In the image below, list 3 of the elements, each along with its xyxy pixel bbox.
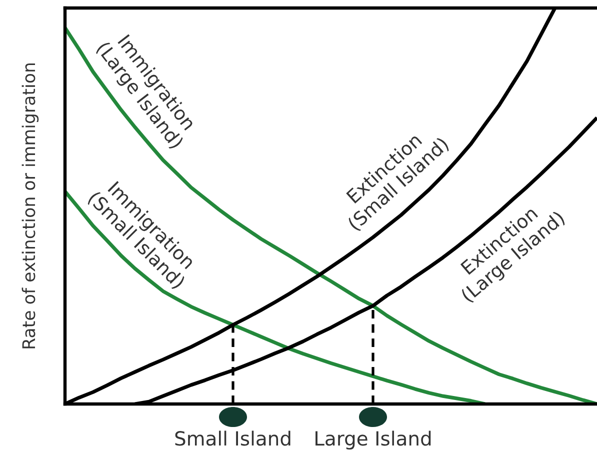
y-axis-title: Rate of extinction or immigration	[22, 63, 39, 348]
x-tick-label: Large Island	[316, 430, 431, 450]
x-tick-label: Small Island	[175, 430, 290, 446]
